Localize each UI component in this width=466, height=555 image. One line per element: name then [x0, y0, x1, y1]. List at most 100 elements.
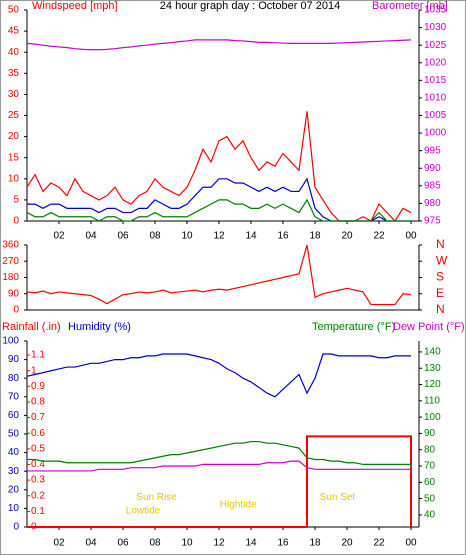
y-tick-label: 40 [8, 47, 20, 58]
y-tick-label: 35 [8, 68, 20, 79]
y2-tick-label: W [436, 253, 448, 267]
y-tick-label: 60 [8, 410, 20, 421]
x-tick-label: 20 [341, 231, 353, 242]
x-tick-label: 18 [309, 231, 321, 242]
x-tick-label: 02 [53, 231, 65, 242]
series-line [27, 440, 411, 466]
x-tick-label: 08 [149, 538, 161, 549]
x-tick-label: 22 [373, 538, 385, 549]
x-tick-label: 04 [85, 538, 97, 549]
legend-dew-point: Dew Point (°F) [393, 321, 465, 333]
rain-tick-label: 1.1 [31, 350, 45, 361]
annotation: Lowtide [126, 506, 161, 517]
legend-temperature: Temperature (°F) [312, 321, 395, 333]
y-tick-label: 15 [8, 152, 20, 163]
y2-tick-label: 1035 [424, 5, 447, 16]
x-tick-label: 06 [117, 538, 129, 549]
x-tick-label: 16 [277, 538, 289, 549]
y2-tick-label: 990 [424, 163, 441, 174]
rain-tick-label: 0.2 [31, 490, 45, 501]
annotation: Sun Set [320, 492, 356, 503]
legend-rainfall: Rainfall (.in) [2, 321, 61, 333]
y2-tick-label: 1015 [424, 75, 447, 86]
y-tick-label: 10 [8, 503, 20, 514]
legend-barometer: Barometer [mb] [372, 0, 448, 12]
y2-tick-label: 60 [424, 477, 436, 488]
y2-tick-label: 110 [424, 395, 440, 406]
x-tick-label: 06 [117, 231, 129, 242]
y2-tick-label: 980 [424, 198, 441, 209]
y2-tick-label: 1030 [424, 22, 447, 33]
y2-tick-label: S [436, 270, 444, 284]
x-tick-label: 12 [213, 231, 225, 242]
y-tick-label: 20 [8, 484, 20, 495]
y-tick-label: 0 [13, 305, 19, 316]
y-tick-label: 50 [8, 429, 20, 440]
y-tick-label: 30 [8, 466, 20, 477]
y2-tick-label: 70 [424, 461, 436, 472]
y-tick-label: 5 [13, 195, 19, 206]
y2-tick-label: 1020 [424, 57, 447, 68]
y-tick-label: 100 [2, 336, 19, 347]
y2-tick-label: N [436, 237, 445, 251]
y2-tick-label: 40 [424, 510, 436, 521]
y-tick-label: 30 [8, 89, 20, 100]
x-tick-label: 04 [85, 231, 97, 242]
rain-tick-label: 0.1 [31, 506, 45, 517]
y2-tick-label: 50 [424, 493, 436, 504]
rain-tick-label: 0.4 [31, 459, 45, 470]
y2-tick-label: E [436, 286, 444, 300]
y-tick-label: 0 [13, 216, 19, 227]
y-tick-label: 90 [8, 354, 20, 365]
rain-tick-label: 0.3 [31, 475, 45, 486]
x-tick-label: 10 [181, 231, 193, 242]
y-tick-label: 90 [8, 288, 20, 299]
y2-tick-label: 985 [424, 180, 441, 191]
y-tick-label: 40 [8, 447, 20, 458]
x-tick-label: 02 [53, 538, 65, 549]
x-tick-label: 10 [181, 538, 193, 549]
y-tick-label: 80 [8, 373, 20, 384]
y2-tick-label: 995 [424, 145, 441, 156]
series-line [26, 198, 411, 222]
y-tick-label: 50 [8, 5, 20, 16]
rain-tick-label: 0.5 [31, 443, 45, 454]
y-tick-label: 25 [8, 110, 20, 121]
y-tick-label: 360 [2, 240, 19, 251]
legend-humidity: Humidity (%) [68, 321, 131, 333]
y2-tick-label: 100 [424, 412, 441, 423]
rain-tick-label: 0.8 [31, 397, 45, 408]
x-tick-label: 20 [341, 538, 353, 549]
x-tick-label: 00 [405, 231, 417, 242]
x-tick-label: 22 [373, 231, 385, 242]
chart-title: 24 hour graph day : October 07 2014 [160, 0, 340, 12]
annotation: Hightide [220, 500, 257, 511]
y-tick-label: 180 [2, 272, 19, 283]
x-tick-label: 14 [245, 231, 257, 242]
y2-tick-label: 120 [424, 379, 441, 390]
y2-tick-label: 1000 [424, 128, 447, 139]
y2-tick-label: N [436, 302, 445, 316]
series-line [26, 39, 412, 51]
y2-tick-label: 975 [424, 216, 441, 227]
y2-tick-label: 1025 [424, 40, 447, 51]
series-line [26, 353, 411, 398]
y2-tick-label: 1010 [424, 93, 447, 104]
x-tick-label: 14 [245, 538, 257, 549]
annotation: Sun Rise [136, 492, 177, 503]
y2-tick-label: 90 [424, 428, 436, 439]
x-tick-label: 16 [277, 231, 289, 242]
x-tick-label: 08 [149, 231, 161, 242]
y-tick-label: 45 [8, 26, 20, 37]
x-tick-label: 18 [309, 538, 321, 549]
series-line [27, 460, 411, 472]
rain-tick-label: 0.6 [31, 428, 45, 439]
y2-tick-label: 1005 [424, 110, 447, 121]
legend-windspeed: Windspeed [mph] [32, 0, 118, 12]
x-tick-label: 00 [405, 538, 417, 549]
y-tick-label: 0 [13, 522, 19, 533]
y-tick-label: 270 [2, 256, 19, 267]
rain-tick-label: 1 [31, 365, 37, 376]
